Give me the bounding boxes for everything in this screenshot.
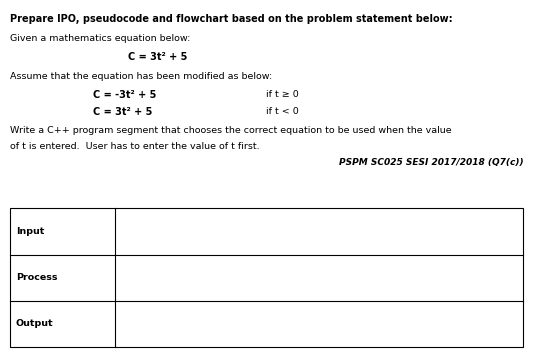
Text: if t ≥ 0: if t ≥ 0 — [266, 90, 299, 99]
Text: Prepare IPO, pseudocode and flowchart based on the problem statement below:: Prepare IPO, pseudocode and flowchart ba… — [10, 14, 452, 24]
Text: Input: Input — [16, 227, 44, 236]
Text: C = 3t² + 5: C = 3t² + 5 — [93, 107, 152, 117]
Bar — [10, 208, 523, 347]
Text: of t is entered.  User has to enter the value of t first.: of t is entered. User has to enter the v… — [10, 142, 259, 151]
Text: PSPM SC025 SESI 2017/2018 (Q7(c)): PSPM SC025 SESI 2017/2018 (Q7(c)) — [339, 158, 523, 167]
Text: Output: Output — [16, 319, 54, 329]
Text: Write a C++ program segment that chooses the correct equation to be used when th: Write a C++ program segment that chooses… — [10, 126, 451, 135]
Text: Given a mathematics equation below:: Given a mathematics equation below: — [10, 34, 190, 43]
Text: Assume that the equation has been modified as below:: Assume that the equation has been modifi… — [10, 72, 272, 81]
Text: C = 3t² + 5: C = 3t² + 5 — [128, 52, 187, 62]
Text: Process: Process — [16, 273, 58, 282]
Text: C = -3t² + 5: C = -3t² + 5 — [93, 90, 157, 100]
Text: if t < 0: if t < 0 — [266, 107, 299, 116]
